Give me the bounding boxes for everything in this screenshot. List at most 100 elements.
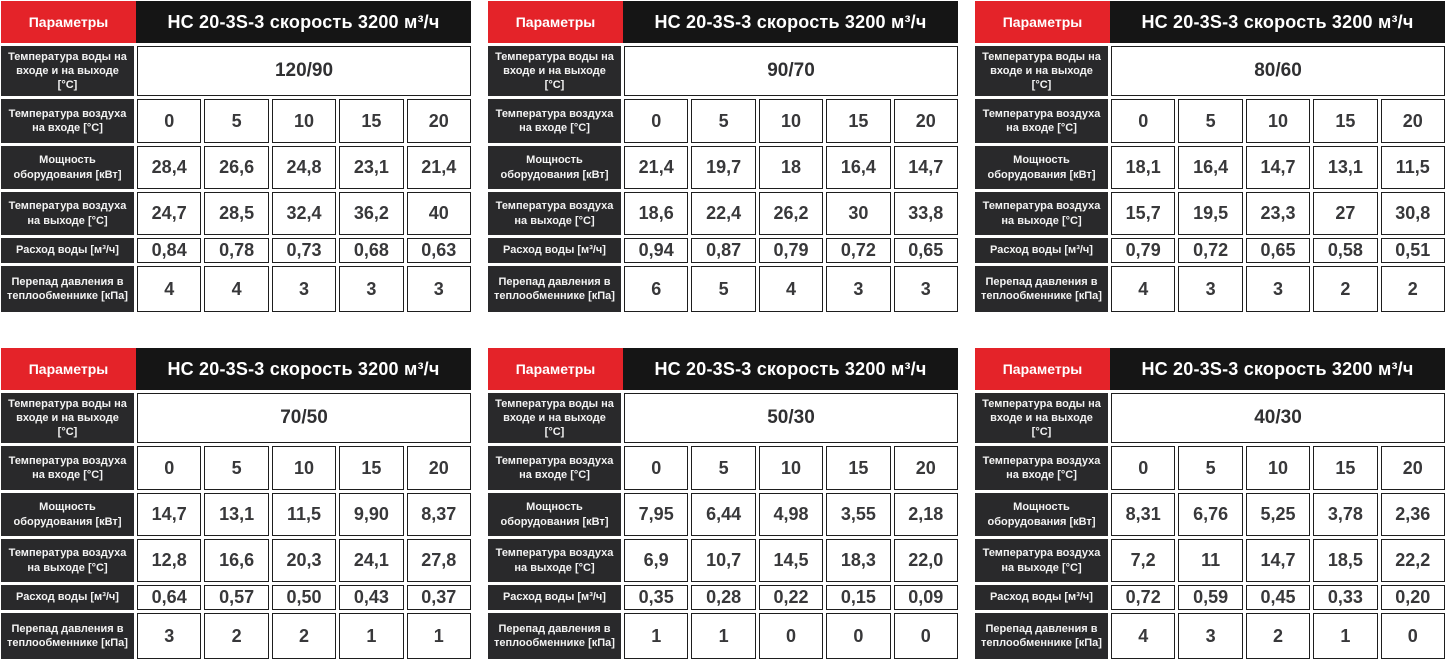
table-header-row: Параметры НС 20-3S-3 скорость 3200 м³/ч xyxy=(1,1,471,43)
air-in-value: 0 xyxy=(137,99,202,143)
air-in-value: 5 xyxy=(691,446,756,490)
row-label-air-in: Температура воздуха на входе [°C] xyxy=(975,99,1108,143)
pressure-drop-value: 6 xyxy=(624,266,689,312)
power-value: 5,25 xyxy=(1245,493,1311,536)
air-out-value: 22,4 xyxy=(691,192,756,235)
spec-table-80-60: Параметры НС 20-3S-3 скорость 3200 м³/ч Те… xyxy=(975,1,1445,312)
water-temp-value: 90/70 xyxy=(624,46,958,96)
air-out-value: 22,0 xyxy=(893,539,958,582)
water-flow-value: 0,59 xyxy=(1178,585,1243,610)
power-value: 18,1 xyxy=(1111,146,1176,189)
air-out-value: 14,5 xyxy=(758,539,824,582)
pressure-drop-value: 4 xyxy=(758,266,824,312)
air-in-value: 0 xyxy=(1111,446,1176,490)
air-in-value: 5 xyxy=(204,99,269,143)
power-value: 7,95 xyxy=(624,493,689,536)
pressure-drop-value: 2 xyxy=(204,613,269,659)
water-flow-value: 0,72 xyxy=(1111,585,1176,610)
row-label-power: Мощность оборудования [кВт] xyxy=(975,493,1108,536)
water-flow-value: 0,22 xyxy=(758,585,824,610)
table-header-row: Параметры НС 20-3S-3 скорость 3200 м³/ч xyxy=(975,348,1445,390)
power-value: 21,4 xyxy=(624,146,689,189)
pressure-drop-value: 1 xyxy=(1313,613,1378,659)
row-label-water-flow: Расход воды [м³/ч] xyxy=(975,238,1108,263)
air-in-value: 10 xyxy=(1245,99,1311,143)
row-label-water-flow: Расход воды [м³/ч] xyxy=(1,585,134,610)
params-header: Параметры xyxy=(975,1,1110,43)
row-label-water-flow: Расход воды [м³/ч] xyxy=(1,238,134,263)
air-out-value: 32,4 xyxy=(271,192,337,235)
pressure-drop-value: 0 xyxy=(826,613,891,659)
row-label-pressure-drop: Перепад давления в теплообменнике [кПа] xyxy=(488,613,621,659)
water-flow-value: 0,28 xyxy=(691,585,756,610)
power-value: 6,44 xyxy=(691,493,756,536)
pressure-drop-value: 3 xyxy=(271,266,337,312)
air-in-value: 10 xyxy=(758,446,824,490)
power-value: 21,4 xyxy=(406,146,471,189)
table-title: НС 20-3S-3 скорость 3200 м³/ч xyxy=(1110,348,1445,390)
row-label-air-in: Температура воздуха на входе [°C] xyxy=(488,99,621,143)
row-label-air-out: Температура воздуха на выходе [°C] xyxy=(1,539,134,582)
air-in-value: 20 xyxy=(406,99,471,143)
power-value: 2,18 xyxy=(893,493,958,536)
table-title: НС 20-3S-3 скорость 3200 м³/ч xyxy=(623,348,958,390)
water-flow-value: 0,73 xyxy=(271,238,337,263)
water-flow-value: 0,58 xyxy=(1313,238,1378,263)
air-out-value: 18,3 xyxy=(826,539,891,582)
pressure-drop-value: 2 xyxy=(1245,613,1311,659)
pressure-drop-value: 3 xyxy=(1245,266,1311,312)
water-flow-value: 0,72 xyxy=(826,238,891,263)
spec-table-90-70: Параметры НС 20-3S-3 скорость 3200 м³/ч Те… xyxy=(488,1,958,312)
row-label-power: Мощность оборудования [кВт] xyxy=(488,146,621,189)
spec-table-40-30: Параметры НС 20-3S-3 скорость 3200 м³/ч Те… xyxy=(975,348,1445,659)
air-out-value: 30 xyxy=(826,192,891,235)
table-title: НС 20-3S-3 скорость 3200 м³/ч xyxy=(1110,1,1445,43)
row-label-water-flow: Расход воды [м³/ч] xyxy=(975,585,1108,610)
air-in-value: 5 xyxy=(691,99,756,143)
water-temp-value: 80/60 xyxy=(1111,46,1445,96)
pressure-drop-value: 2 xyxy=(1313,266,1378,312)
row-label-air-in: Температура воздуха на входе [°C] xyxy=(488,446,621,490)
air-in-value: 0 xyxy=(1111,99,1176,143)
water-flow-value: 0,94 xyxy=(624,238,689,263)
power-value: 8,37 xyxy=(406,493,471,536)
air-out-value: 22,2 xyxy=(1380,539,1445,582)
pressure-drop-value: 3 xyxy=(1178,613,1243,659)
power-value: 13,1 xyxy=(204,493,269,536)
pressure-drop-value: 4 xyxy=(1111,266,1176,312)
table-title: НС 20-3S-3 скорость 3200 м³/ч xyxy=(136,1,471,43)
row-label-power: Мощность оборудования [кВт] xyxy=(1,146,134,189)
row-label-water-temp: Температура воды на входе и на выходе [°… xyxy=(975,46,1108,96)
power-value: 16,4 xyxy=(826,146,891,189)
pressure-drop-value: 2 xyxy=(271,613,337,659)
pressure-drop-value: 4 xyxy=(204,266,269,312)
row-label-pressure-drop: Перепад давления в теплообменнике [кПа] xyxy=(1,266,134,312)
air-in-value: 15 xyxy=(1313,99,1378,143)
air-in-value: 15 xyxy=(1313,446,1378,490)
table-title: НС 20-3S-3 скорость 3200 м³/ч xyxy=(136,348,471,390)
pressure-drop-value: 0 xyxy=(758,613,824,659)
power-value: 16,4 xyxy=(1178,146,1243,189)
params-header: Параметры xyxy=(1,348,136,390)
power-value: 19,7 xyxy=(691,146,756,189)
air-out-value: 27 xyxy=(1313,192,1378,235)
air-in-value: 20 xyxy=(1380,446,1445,490)
water-flow-value: 0,87 xyxy=(691,238,756,263)
row-label-water-temp: Температура воды на входе и на выходе [°… xyxy=(975,393,1108,443)
air-in-value: 20 xyxy=(406,446,471,490)
row-label-air-out: Температура воздуха на выходе [°C] xyxy=(1,192,134,235)
row-label-power: Мощность оборудования [кВт] xyxy=(1,493,134,536)
water-flow-value: 0,79 xyxy=(1111,238,1176,263)
power-value: 24,8 xyxy=(271,146,337,189)
params-header: Параметры xyxy=(1,1,136,43)
table-header-row: Параметры НС 20-3S-3 скорость 3200 м³/ч xyxy=(975,1,1445,43)
air-out-value: 23,3 xyxy=(1245,192,1311,235)
row-label-air-in: Температура воздуха на входе [°C] xyxy=(975,446,1108,490)
row-label-air-out: Температура воздуха на выходе [°C] xyxy=(488,192,621,235)
pressure-drop-value: 1 xyxy=(691,613,756,659)
water-temp-value: 120/90 xyxy=(137,46,471,96)
water-flow-value: 0,63 xyxy=(406,238,471,263)
water-flow-value: 0,84 xyxy=(137,238,202,263)
power-value: 8,31 xyxy=(1111,493,1176,536)
power-value: 13,1 xyxy=(1313,146,1378,189)
